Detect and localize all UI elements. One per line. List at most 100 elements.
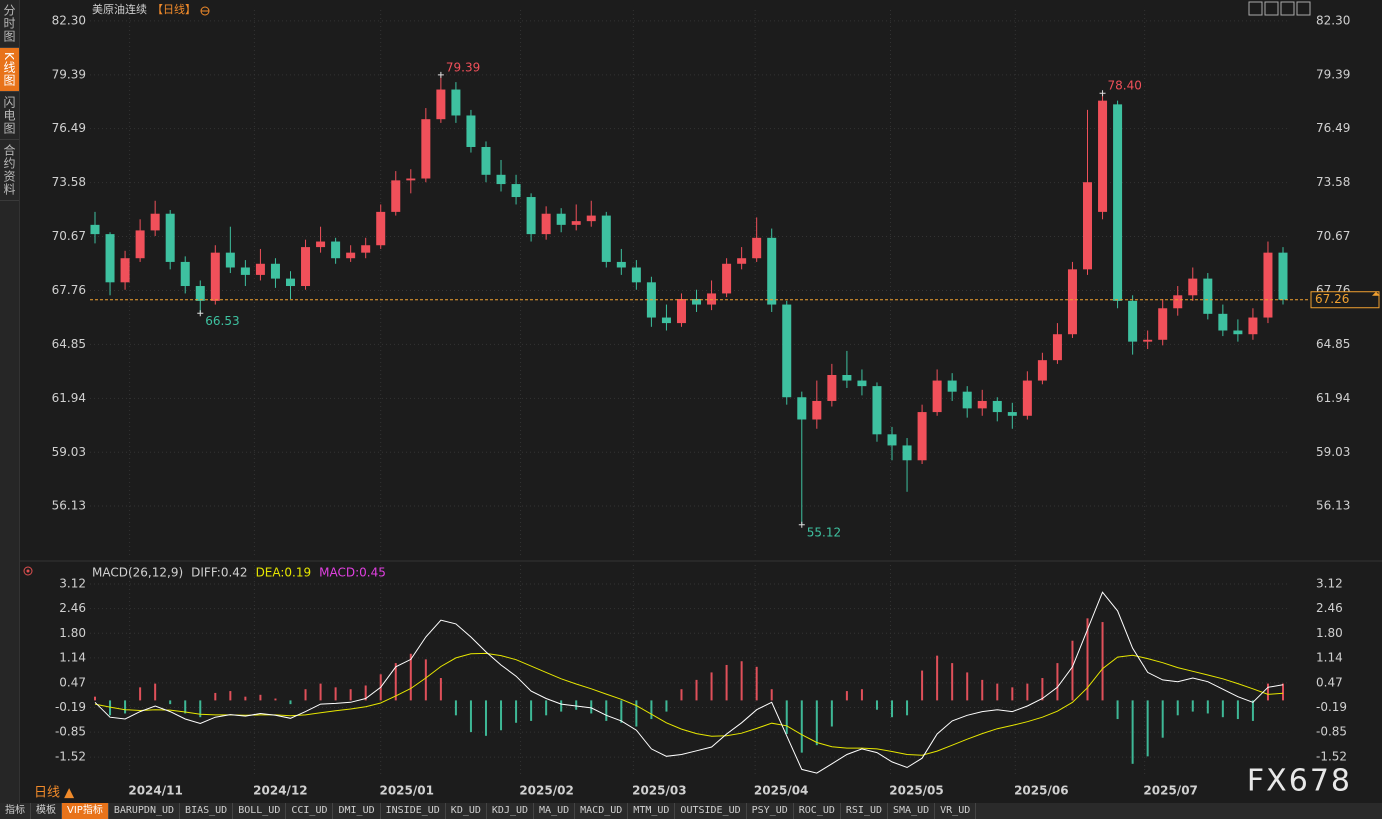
y-tick-label: -1.52 — [55, 750, 86, 764]
macd-bar — [830, 700, 833, 727]
toolbar-item[interactable]: BIAS_UD — [180, 803, 234, 819]
macd-bar — [109, 700, 112, 716]
y-tick-label: 1.80 — [1316, 626, 1343, 640]
macd-bar — [1176, 700, 1179, 716]
macd-bar — [650, 700, 653, 720]
dea-line — [94, 652, 1284, 756]
candle-body — [346, 252, 356, 259]
button[interactable] — [1296, 1, 1311, 16]
toolbar-item[interactable]: INSIDE_UD — [381, 803, 446, 819]
candle-body — [526, 197, 536, 235]
button[interactable] — [1264, 1, 1279, 16]
macd-bar — [394, 663, 397, 701]
sidebar-tab[interactable]: K线图 — [0, 48, 19, 92]
macd-bar — [409, 653, 412, 701]
toolbar-item[interactable]: BOLL_UD — [233, 803, 287, 819]
candle-body — [752, 237, 762, 259]
macd-bar — [1026, 683, 1029, 701]
candle-body — [962, 391, 972, 409]
toolbar-item[interactable]: DMI_UD — [333, 803, 381, 819]
legend-entry: DEA:0.19 — [256, 566, 312, 580]
indicator-icon[interactable] — [23, 566, 33, 576]
macd-bar — [289, 700, 292, 705]
toolbar-item[interactable]: KD_UD — [446, 803, 487, 819]
macd-bar — [1251, 700, 1254, 721]
x-tick-label: 2025/01 — [379, 784, 433, 798]
macd-bar — [1071, 640, 1074, 701]
candle-body — [812, 400, 822, 420]
macd-bar — [785, 700, 788, 734]
macd-bar — [966, 672, 969, 701]
candle-body — [120, 258, 130, 283]
low-label: 66.53 — [205, 314, 239, 328]
macd-bar — [1086, 618, 1089, 701]
toolbar-item[interactable]: OUTSIDE_UD — [675, 803, 747, 819]
candle-body — [1052, 334, 1062, 361]
macd-bar — [860, 689, 863, 701]
toolbar-item[interactable]: VR_UD — [935, 803, 977, 819]
macd-bar — [530, 700, 533, 721]
toolbar-item[interactable]: RSI_UD — [841, 803, 889, 819]
window-buttons — [1248, 1, 1311, 16]
candle-body — [316, 241, 326, 248]
macd-bar — [94, 696, 96, 701]
toolbar-item[interactable]: 指标 — [0, 803, 31, 819]
macd-bar — [214, 692, 217, 701]
candle-body — [421, 119, 431, 179]
candle-body — [827, 375, 837, 401]
macd-bar — [921, 670, 924, 701]
toolbar-item[interactable]: MACD_UD — [575, 803, 629, 819]
candle-body — [376, 211, 386, 246]
toolbar-item[interactable]: MTM_UD — [628, 803, 676, 819]
button[interactable] — [1248, 1, 1263, 16]
toolbar-item[interactable]: VIP指标 — [62, 803, 109, 819]
macd-bar — [665, 700, 668, 712]
x-tick-label: 2024/11 — [128, 784, 182, 798]
macd-bar — [515, 700, 518, 723]
y-tick-label: 1.80 — [59, 626, 86, 640]
toolbar: 指标 模板 VIP指标 BARUPDN_UD BIAS_UD BOLL_UD CCI_UD D… — [0, 803, 1382, 819]
candle-body — [571, 221, 581, 225]
candle-body — [1128, 300, 1138, 342]
y-tick-label: 1.14 — [1316, 650, 1343, 664]
macd-bar — [154, 683, 157, 701]
candle-body — [1007, 412, 1017, 416]
macd-bar — [244, 696, 247, 701]
toolbar-item[interactable]: CCI_UD — [286, 803, 334, 819]
candle-body — [1143, 339, 1153, 342]
period-switch[interactable]: 日线 ▲ — [34, 786, 74, 801]
macd-bar — [229, 691, 232, 701]
macd-bar — [906, 700, 909, 716]
toolbar-item[interactable]: KDJ_UD — [487, 803, 535, 819]
sidebar-tab[interactable]: 闪电图 — [0, 92, 19, 140]
toolbar-item[interactable]: PSY_UD — [747, 803, 794, 819]
macd-bar — [1101, 622, 1104, 701]
toolbar-item[interactable]: 模板 — [31, 803, 62, 819]
macd-bar — [800, 700, 803, 753]
candle-body — [165, 213, 175, 262]
toolbar-item[interactable]: SMA_UD — [888, 803, 936, 819]
y-tick-label: 2.46 — [59, 601, 86, 615]
candle-body — [285, 278, 295, 287]
sidebar-tab[interactable]: 分时图 — [0, 0, 19, 48]
toolbar-item[interactable]: MA_UD — [534, 803, 576, 819]
macd-bar — [996, 683, 999, 701]
candle-body — [195, 286, 205, 301]
candle-body — [436, 89, 446, 120]
low-label: 55.12 — [807, 525, 841, 539]
macd-bar — [199, 700, 202, 718]
toolbar-item[interactable]: ROC_UD — [794, 803, 841, 819]
y-tick-label: 82.30 — [52, 13, 86, 27]
toolbar-item[interactable]: BARUPDN_UD — [109, 803, 181, 819]
macd-bar — [304, 689, 307, 701]
macd-bar — [815, 700, 818, 746]
sidebar-tab[interactable]: 合约资料 — [0, 140, 19, 201]
candle-body — [692, 298, 702, 305]
macd-bar — [1282, 683, 1284, 701]
macd-bar — [1221, 700, 1224, 718]
candle-body — [1098, 100, 1108, 212]
legend-entry: DIFF:0.42 — [191, 566, 247, 580]
macd-bar — [364, 685, 367, 701]
button[interactable] — [1280, 1, 1295, 16]
candle-body — [1218, 313, 1228, 331]
